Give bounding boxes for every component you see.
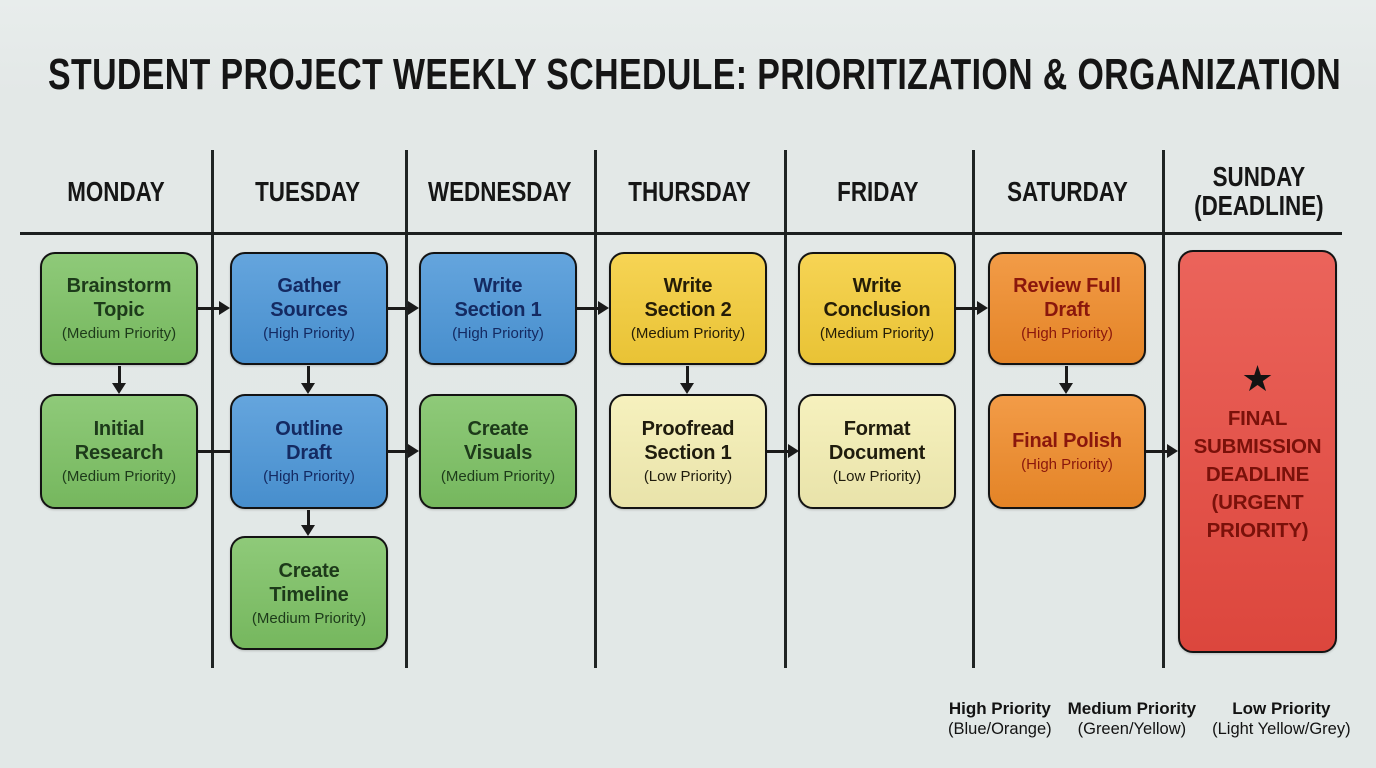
column-divider: [784, 150, 787, 668]
column-divider: [405, 150, 408, 668]
legend-colors: (Green/Yellow): [1077, 720, 1187, 738]
legend-colors: (Light Yellow/Grey): [1212, 720, 1351, 738]
star-icon: ★: [1241, 357, 1274, 399]
arrow-gather-sources-to-outline-draft: [306, 366, 310, 383]
arrow-brainstorm-to-gather-sources: [198, 306, 219, 310]
task-priority: (Low Priority): [832, 468, 922, 485]
task-title: Format Document: [828, 418, 926, 464]
arrow-brainstorm-to-initial-research: [117, 366, 121, 383]
task-priority: (Medium Priority): [61, 468, 177, 485]
task-priority: (High Priority): [452, 325, 544, 342]
column-divider: [211, 150, 214, 668]
day-label: FRIDAY: [837, 175, 919, 207]
arrow-write-section-2-to-proofread: [685, 366, 689, 383]
page-title: STUDENT PROJECT WEEKLY SCHEDULE: PRIORIT…: [48, 52, 1376, 98]
task-write-section-2: Write Section 2 (Medium Priority): [609, 252, 767, 365]
task-write-conclusion: Write Conclusion (Medium Priority): [798, 252, 956, 365]
task-priority: (Low Priority): [643, 468, 733, 485]
header-underline: [20, 232, 1342, 235]
task-title: Write Section 1: [454, 275, 542, 321]
line-initial-research-to-outline-draft: [198, 449, 230, 453]
day-header-thursday: THURSDAY: [594, 150, 784, 232]
arrow-write-conclusion-to-review-full-draft: [956, 306, 977, 310]
task-proofread-section-1: Proofread Section 1 (Low Priority): [609, 394, 767, 509]
day-header-saturday: SATURDAY: [972, 150, 1162, 232]
task-title: Review Full Draft: [1013, 275, 1121, 321]
day-header-tuesday: TUESDAY: [211, 150, 405, 232]
legend-item-high: High Priority (Blue/Orange): [948, 698, 1052, 740]
task-brainstorm-topic: Brainstorm Topic (Medium Priority): [40, 252, 198, 365]
day-header-sunday: SUNDAY (DEADLINE): [1162, 150, 1356, 232]
task-priority: (Medium Priority): [61, 325, 177, 342]
task-title: Create Visuals: [463, 418, 533, 464]
legend-item-medium: Medium Priority (Green/Yellow): [1068, 698, 1196, 740]
task-priority: (Medium Priority): [251, 609, 367, 627]
legend-label: High Priority: [948, 699, 1051, 718]
task-final-polish: Final Polish (High Priority): [988, 394, 1146, 509]
priority-legend: High Priority (Blue/Orange) Medium Prior…: [948, 698, 1351, 740]
task-title: Create Timeline: [269, 559, 349, 606]
task-priority: (Medium Priority): [440, 468, 556, 485]
task-priority: (High Priority): [1021, 325, 1113, 342]
task-title: FINAL SUBMISSION DEADLINE (URGENT PRIORI…: [1193, 406, 1322, 542]
column-divider: [972, 150, 975, 668]
arrow-outline-draft-to-create-visuals: [387, 449, 408, 453]
day-label: SUNDAY (DEADLINE): [1194, 161, 1324, 221]
page-title-text: STUDENT PROJECT WEEKLY SCHEDULE: PRIORIT…: [48, 50, 1342, 99]
day-label: TUESDAY: [255, 175, 361, 207]
legend-label: Low Priority: [1232, 699, 1331, 718]
task-outline-draft: Outline Draft (High Priority): [230, 394, 388, 509]
task-title: Initial Research: [74, 418, 164, 464]
task-title: Final Polish: [1012, 430, 1122, 452]
task-create-timeline: Create Timeline (Medium Priority): [230, 536, 388, 650]
task-title: Outline Draft: [275, 418, 343, 464]
arrow-review-full-draft-to-final-polish: [1064, 366, 1068, 383]
day-label: THURSDAY: [627, 175, 751, 207]
legend-label: Medium Priority: [1067, 699, 1197, 718]
task-title: Write Conclusion: [823, 275, 931, 321]
legend-colors: (Blue/Orange): [948, 720, 1052, 738]
column-divider: [1162, 150, 1165, 668]
day-header-monday: MONDAY: [20, 150, 211, 232]
task-title: Brainstorm Topic: [66, 275, 172, 321]
arrow-write-section-1-to-write-section-2: [577, 306, 598, 310]
arrow-gather-sources-to-write-section-1: [387, 306, 408, 310]
arrow-outline-draft-to-create-timeline: [306, 510, 310, 525]
task-priority: (Medium Priority): [819, 325, 935, 342]
task-gather-sources: Gather Sources (High Priority): [230, 252, 388, 365]
task-priority: (High Priority): [1021, 456, 1113, 473]
task-initial-research: Initial Research (Medium Priority): [40, 394, 198, 509]
arrow-proofread-to-format-document: [767, 449, 788, 453]
task-priority: (High Priority): [263, 325, 355, 342]
day-label: SATURDAY: [1006, 175, 1128, 207]
day-label: WEDNESDAY: [427, 175, 572, 207]
task-final-submission-deadline: ★ FINAL SUBMISSION DEADLINE (URGENT PRIO…: [1178, 250, 1337, 653]
task-title: Gather Sources: [270, 275, 348, 321]
arrow-final-polish-to-deadline: [1146, 449, 1167, 453]
task-create-visuals: Create Visuals (Medium Priority): [419, 394, 577, 509]
task-review-full-draft: Review Full Draft (High Priority): [988, 252, 1146, 365]
task-format-document: Format Document (Low Priority): [798, 394, 956, 509]
task-write-section-1: Write Section 1 (High Priority): [419, 252, 577, 365]
column-divider: [594, 150, 597, 668]
day-label: MONDAY: [66, 175, 165, 207]
task-title: Write Section 2: [644, 275, 732, 321]
legend-item-low: Low Priority (Light Yellow/Grey): [1212, 698, 1351, 740]
day-header-friday: FRIDAY: [784, 150, 972, 232]
task-title: Proofread Section 1: [641, 418, 735, 464]
task-priority: (Medium Priority): [630, 325, 746, 342]
task-priority: (High Priority): [263, 468, 355, 485]
day-header-wednesday: WEDNESDAY: [405, 150, 594, 232]
